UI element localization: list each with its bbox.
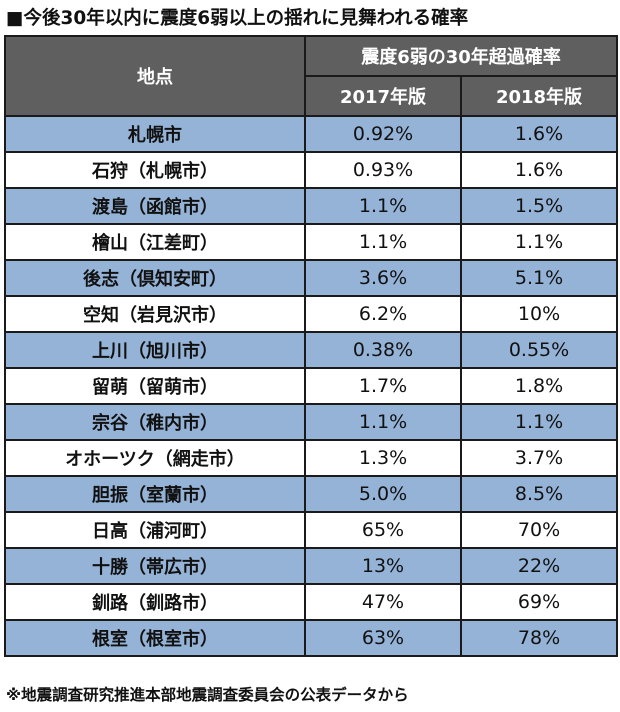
probability-2017-cell: 47% <box>304 583 462 621</box>
probability-2017-cell: 65% <box>304 511 462 549</box>
place-cell: オホーツク（網走市） <box>4 439 306 477</box>
probability-2017-cell: 13% <box>304 547 462 585</box>
probability-2018-cell: 3.7% <box>459 439 619 477</box>
table-subheader-row: 2017年版 2018年版 <box>5 75 619 117</box>
table-row: オホーツク（網走市） 1.3% 3.7% <box>4 439 619 477</box>
probability-2018-cell: 1.6% <box>459 115 619 153</box>
probability-2018-cell: 1.5% <box>459 187 619 225</box>
place-cell: 上川（旭川市） <box>4 331 306 369</box>
probability-2018-cell: 0.55% <box>459 331 619 369</box>
table-row: 渡島（函館市） 1.1% 1.5% <box>4 187 619 225</box>
place-cell: 日高（浦河町） <box>4 511 306 549</box>
probability-2017-cell: 1.1% <box>304 223 462 261</box>
probability-2017-cell: 0.93% <box>304 151 462 189</box>
probability-2017-cell: 3.6% <box>304 259 462 297</box>
place-cell: 根室（根室市） <box>4 619 306 657</box>
table-row: 後志（倶知安町） 3.6% 5.1% <box>4 259 619 297</box>
table-row: 留萌（留萌市） 1.7% 1.8% <box>4 367 619 405</box>
probability-2018-cell: 1.1% <box>459 403 619 441</box>
probability-2018-cell: 5.1% <box>459 259 619 297</box>
place-cell: 十勝（帯広市） <box>4 547 306 585</box>
table-row: 根室（根室市） 63% 78% <box>4 619 619 657</box>
probability-2018-cell: 1.1% <box>459 223 619 261</box>
probability-2017-cell: 63% <box>304 619 462 657</box>
table-header-row: 地点 震度6弱の30年超過確率 <box>4 35 619 117</box>
place-cell: 札幌市 <box>4 115 306 153</box>
place-cell: 石狩（札幌市） <box>4 151 306 189</box>
probability-2018-cell: 78% <box>459 619 619 657</box>
table-row: 日高（浦河町） 65% 70% <box>4 511 619 549</box>
table-row: 釧路（釧路市） 47% 69% <box>4 583 619 621</box>
probability-2018-cell: 8.5% <box>459 475 619 513</box>
table-row: 胆振（室蘭市） 5.0% 8.5% <box>4 475 619 513</box>
place-cell: 檜山（江差町） <box>4 223 306 261</box>
table-row: 札幌市 0.92% 1.6% <box>4 115 619 153</box>
place-cell: 胆振（室蘭市） <box>4 475 306 513</box>
probability-2018-cell: 1.6% <box>459 151 619 189</box>
table-row: 空知（岩見沢市） 6.2% 10% <box>4 295 619 333</box>
probability-2018-cell: 69% <box>459 583 619 621</box>
table-row: 上川（旭川市） 0.38% 0.55% <box>4 331 619 369</box>
table-row: 石狩（札幌市） 0.93% 1.6% <box>4 151 619 189</box>
place-cell: 空知（岩見沢市） <box>4 295 306 333</box>
page-title: ■今後30年以内に震度6弱以上の揺れに見舞われる確率 <box>6 8 469 29</box>
probability-2018-cell: 10% <box>459 295 619 333</box>
place-cell: 留萌（留萌市） <box>4 367 306 405</box>
probability-2017-cell: 1.1% <box>304 187 462 225</box>
place-cell: 渡島（函館市） <box>4 187 306 225</box>
probability-2017-cell: 0.38% <box>304 331 462 369</box>
column-header-2017: 2017年版 <box>304 75 462 117</box>
probability-2017-cell: 0.92% <box>304 115 462 153</box>
probability-2017-cell: 1.1% <box>304 403 462 441</box>
probability-table: 地点 震度6弱の30年超過確率 2017年版 2018年版 札幌市 0.92% 1.… <box>4 35 619 657</box>
place-cell: 釧路（釧路市） <box>4 583 306 621</box>
table-row: 宗谷（稚内市） 1.1% 1.1% <box>4 403 619 441</box>
probability-2017-cell: 6.2% <box>304 295 462 333</box>
probability-2017-cell: 5.0% <box>304 475 462 513</box>
probability-2018-cell: 22% <box>459 547 619 585</box>
probability-2017-cell: 1.7% <box>304 367 462 405</box>
probability-2018-cell: 70% <box>459 511 619 549</box>
probability-group-header: 震度6弱の30年超過確率 <box>303 35 619 77</box>
place-cell: 宗谷（稚内市） <box>4 403 306 441</box>
probability-2018-cell: 1.8% <box>459 367 619 405</box>
source-footnote: ※地震調査研究推進本部地震調査委員会の公表データから <box>6 686 409 704</box>
table-row: 檜山（江差町） 1.1% 1.1% <box>4 223 619 261</box>
table-row: 十勝（帯広市） 13% 22% <box>4 547 619 585</box>
place-cell: 後志（倶知安町） <box>4 259 306 297</box>
probability-2017-cell: 1.3% <box>304 439 462 477</box>
place-column-header: 地点 <box>4 35 306 117</box>
column-header-2018: 2018年版 <box>459 75 619 117</box>
